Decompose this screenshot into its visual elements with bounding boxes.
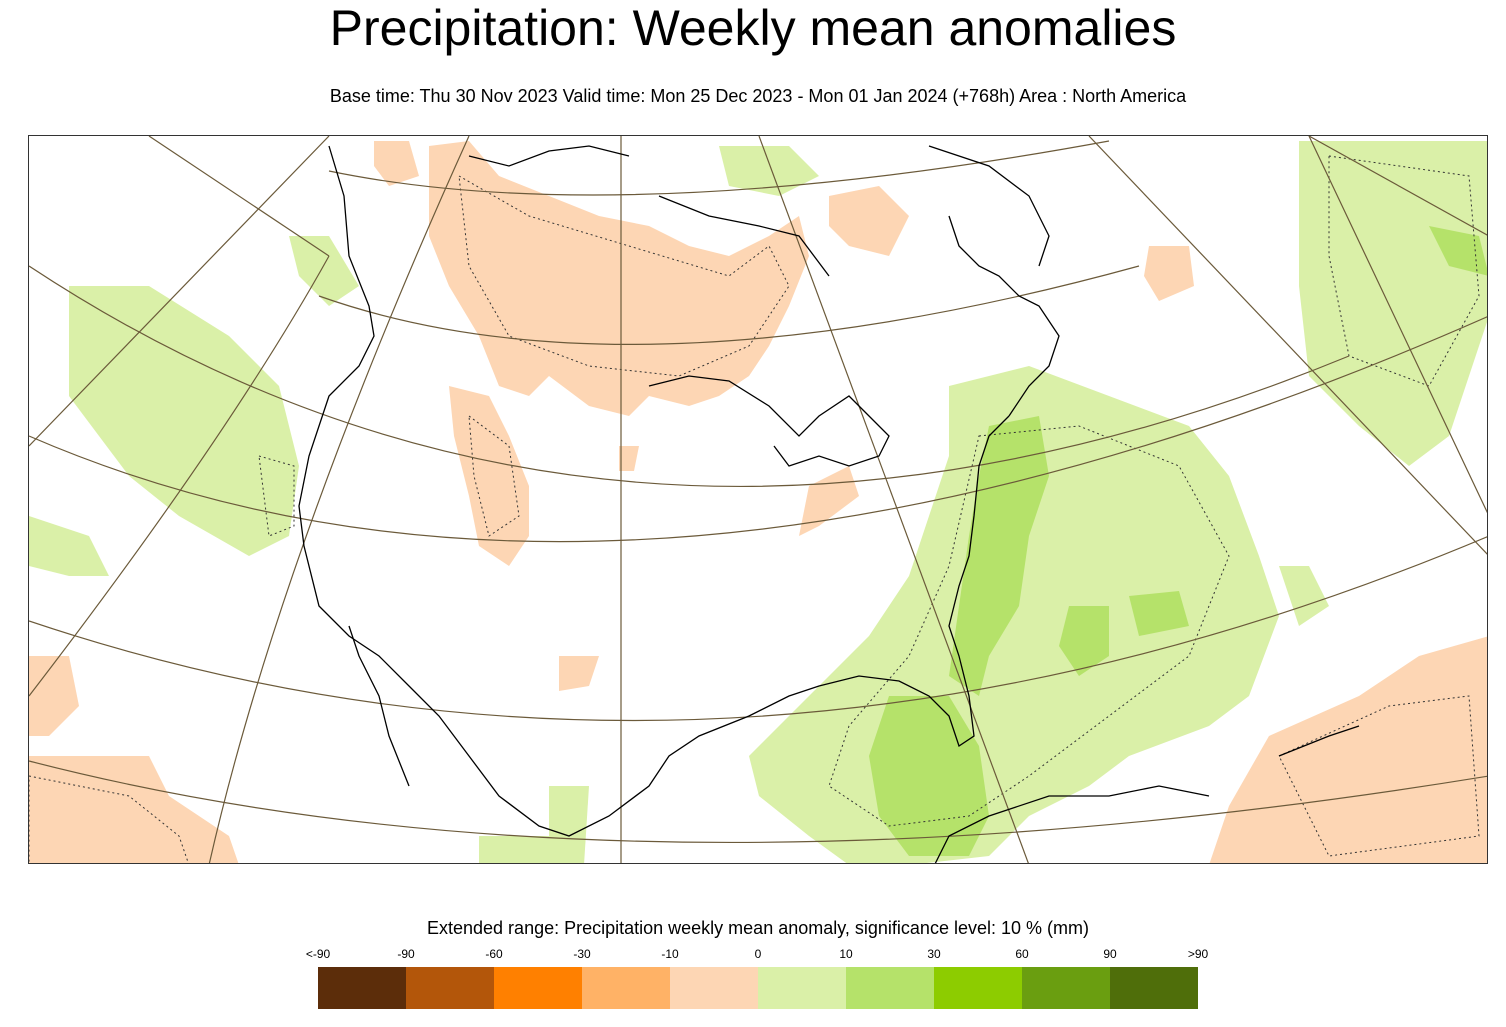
map-panel[interactable] xyxy=(28,135,1488,864)
legend-swatch xyxy=(318,967,406,1009)
page-subtitle: Base time: Thu 30 Nov 2023 Valid time: M… xyxy=(329,86,1187,106)
legend-swatch xyxy=(406,967,494,1009)
anomaly-map xyxy=(29,136,1487,863)
legend-swatch xyxy=(1110,967,1198,1009)
legend-swatch xyxy=(934,967,1022,1009)
legend-label: 10 xyxy=(839,947,853,961)
strong-positive-anomaly-areas xyxy=(869,226,1487,856)
legend-label: 60 xyxy=(1015,947,1029,961)
legend-labels: <-90 -90 -60 -30 -10 0 10 30 60 90 >90 xyxy=(0,946,1506,962)
legend-swatch xyxy=(1022,967,1110,1009)
legend-swatch xyxy=(758,967,846,1009)
graticule xyxy=(29,136,1487,863)
legend-label: -60 xyxy=(485,947,503,961)
legend-label: 30 xyxy=(927,947,941,961)
significance-contours xyxy=(29,155,1480,863)
legend-label: >90 xyxy=(1187,947,1209,961)
legend-swatch xyxy=(670,967,758,1009)
legend-swatch xyxy=(582,967,670,1009)
legend-label: -30 xyxy=(573,947,591,961)
legend-title: Extended range: Precipitation weekly mea… xyxy=(427,918,1089,938)
legend-swatch xyxy=(846,967,934,1009)
coastlines xyxy=(298,145,1360,863)
legend-label: -10 xyxy=(661,947,679,961)
legend-label: 90 xyxy=(1103,947,1117,961)
legend-swatch xyxy=(494,967,582,1009)
legend-label: <-90 xyxy=(305,947,331,961)
legend-label: -90 xyxy=(397,947,415,961)
page-title: Precipitation: Weekly mean anomalies xyxy=(329,0,1177,56)
legend-label: 0 xyxy=(754,947,762,961)
legend-color-bar xyxy=(318,967,1198,1009)
